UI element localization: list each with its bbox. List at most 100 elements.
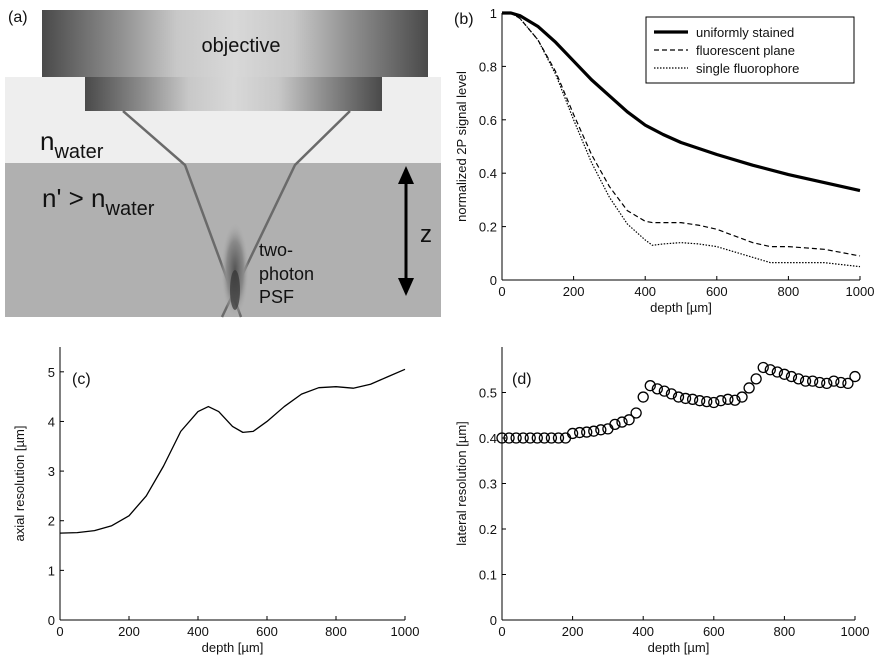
legend-entry: uniformly stained: [696, 25, 794, 40]
data-point: [588, 425, 600, 437]
data-point: [651, 383, 663, 395]
x-tick-label: 0: [498, 624, 505, 639]
x-axis-label: depth [µm]: [648, 640, 710, 655]
data-point: [609, 418, 621, 431]
objective-front-lens: [85, 77, 382, 111]
y-tick-label: 0.2: [479, 522, 497, 537]
y-tick-label: 1: [48, 563, 55, 578]
series-line: [59, 368, 406, 534]
x-tick-label: 400: [632, 624, 654, 639]
x-tick-label: 600: [706, 284, 728, 299]
data-point: [581, 426, 593, 438]
series-line: [502, 12, 861, 268]
objective-label: objective: [202, 35, 281, 57]
panel-c-axial-chart: 0 200 400 600 800 1000 0 1 2 3 4 5 depth [µm] axial r…: [12, 347, 419, 655]
data-point: [757, 361, 769, 374]
psf-label-line1: two-: [259, 240, 293, 260]
panel-b-signal-chart: 0 200 400 600 800 1000 0 0.2 0.4 0.6 0.8 1 depth [µm…: [454, 6, 874, 315]
data-point: [771, 366, 783, 378]
data-point: [531, 432, 543, 444]
psf-core: [230, 270, 240, 310]
data-point: [574, 426, 586, 439]
x-tick-label: 600: [256, 624, 278, 639]
y-tick-label: 0.6: [479, 113, 497, 128]
y-axis-label: axial resolution [µm]: [12, 426, 27, 542]
data-point: [778, 368, 791, 380]
data-point: [496, 432, 508, 444]
y-axis-label: normalized 2P signal level: [454, 71, 469, 222]
data-point: [849, 370, 861, 383]
data-point: [722, 393, 734, 405]
x-tick-label: 1000: [846, 284, 875, 299]
y-tick-label: 0: [48, 613, 55, 628]
y-tick-label: 1: [490, 6, 497, 21]
panel-d-lateral-chart: 0 200 400 600 800 1000 0 0.1 0.2 0.3 0.4 0.5 depth […: [454, 347, 869, 655]
panel-a-schematic: (a) objective: [5, 9, 441, 318]
data-point: [736, 391, 748, 403]
data-point: [835, 376, 847, 389]
data-point: [743, 382, 755, 394]
x-tick-label: 1000: [391, 624, 420, 639]
x-tick-label: 800: [778, 284, 800, 299]
legend: uniformly stained fluorescent plane single…: [645, 16, 855, 84]
data-point: [679, 392, 692, 405]
data-point: [559, 432, 572, 444]
psf-label-line3: PSF: [259, 287, 294, 307]
n-water-label: nwater: [40, 126, 104, 163]
x-tick-label: 0: [56, 624, 63, 639]
n-prime-text: n' > n: [42, 183, 106, 213]
legend-entry: single fluorophore: [696, 61, 799, 76]
data-point: [538, 432, 551, 444]
data-point: [566, 427, 579, 440]
data-point: [602, 423, 614, 435]
x-tick-label: 600: [703, 624, 725, 639]
data-point: [616, 416, 628, 428]
data-point: [686, 393, 699, 405]
panel-a-label: (a): [8, 9, 28, 26]
panel-label: (c): [72, 371, 91, 388]
data-point: [630, 407, 642, 419]
data-point: [814, 376, 826, 389]
x-tick-label: 800: [774, 624, 796, 639]
data-point: [595, 424, 607, 436]
x-tick-label: 200: [562, 624, 584, 639]
legend-entry: fluorescent plane: [696, 43, 795, 58]
data-point: [672, 391, 685, 403]
y-tick-label: 0.8: [479, 59, 497, 74]
data-point: [694, 395, 706, 407]
n-water-base: n: [40, 126, 54, 156]
series-line: [502, 12, 861, 257]
data-point: [517, 432, 529, 444]
data-point: [552, 432, 565, 444]
panel-label: (d): [512, 371, 532, 388]
x-tick-label: 400: [634, 284, 656, 299]
data-point: [792, 373, 805, 385]
x-tick-label: 800: [325, 624, 347, 639]
y-axis-label: lateral resolution [µm]: [454, 421, 469, 546]
data-point: [658, 385, 671, 397]
z-arrow: [398, 166, 414, 296]
y-tick-label: 3: [48, 464, 55, 479]
x-tick-label: 1000: [841, 624, 870, 639]
panel-label: (b): [454, 11, 474, 28]
x-tick-label: 200: [118, 624, 140, 639]
data-point: [842, 377, 854, 390]
x-tick-label: 200: [563, 284, 585, 299]
data-point: [828, 375, 840, 387]
data-point: [644, 380, 656, 392]
y-tick-label: 5: [48, 365, 55, 380]
y-tick-label: 0.4: [479, 431, 497, 446]
data-point: [821, 377, 833, 390]
data-point: [715, 395, 727, 407]
x-axis-label: depth [µm]: [650, 300, 712, 315]
x-axis-label: depth [µm]: [202, 640, 264, 655]
data-point: [637, 391, 649, 403]
x-tick-label: 400: [187, 624, 209, 639]
data-point: [729, 394, 741, 406]
n-prime-sub: water: [105, 198, 155, 220]
data-point: [545, 432, 558, 444]
data-point: [510, 432, 522, 444]
data-point: [665, 388, 678, 400]
data-point: [764, 364, 776, 376]
